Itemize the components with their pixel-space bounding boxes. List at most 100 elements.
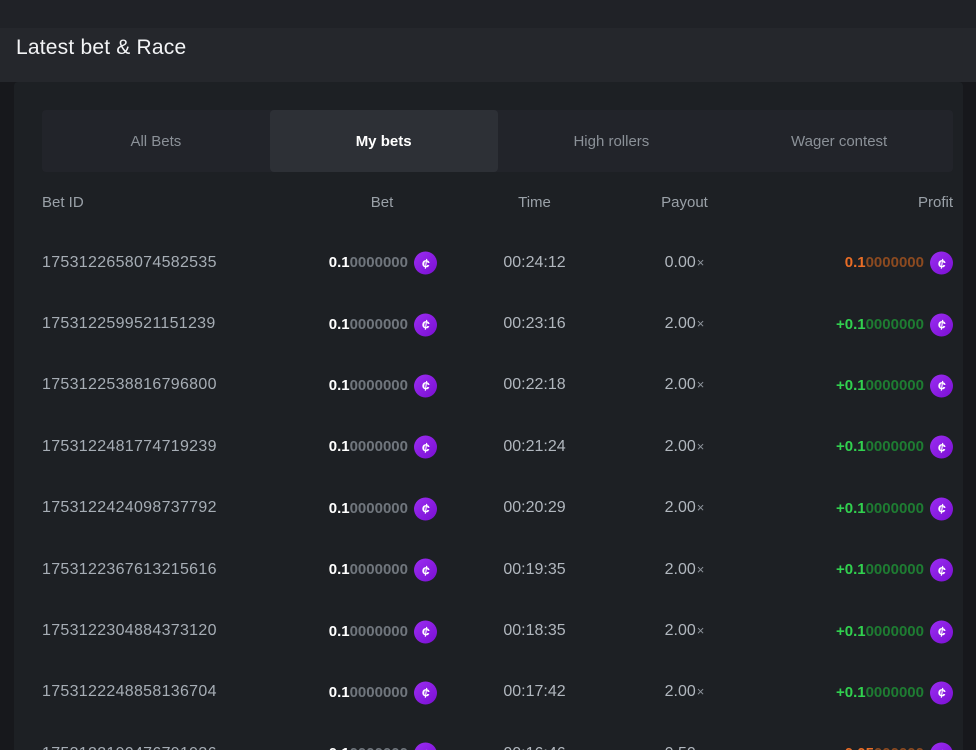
time-cell: 00:20:29: [437, 499, 632, 517]
coin-icon: ¢: [414, 374, 437, 398]
profit-cell: +0.1 0000000 ¢: [737, 620, 953, 644]
col-header-time: Time: [518, 193, 551, 211]
profit-cell: 0.1 0000000 ¢: [737, 251, 953, 275]
profit-dim: 0000000: [865, 315, 924, 333]
profit-cell: 0.05000000 ¢: [737, 742, 953, 750]
coin-icon: ¢: [930, 681, 953, 705]
bet-id-value: 1753122304884373120: [42, 622, 217, 640]
bets-tabbar: All Bets My bets High rollers Wager cont…: [42, 110, 953, 172]
bet-id-value: 1753122538816796800: [42, 376, 217, 394]
coin-icon: ¢: [930, 620, 953, 644]
bet-id-value: 1753122481774719239: [42, 437, 217, 455]
profit-bold: +0.1: [835, 438, 866, 456]
profit-bold: +0.1: [835, 315, 866, 333]
table-row: 1753122658074582535 0.1 0000000 ¢ 00:24:12 0.…: [42, 232, 953, 293]
profit-dim: 0000000: [865, 376, 924, 394]
multiplier-symbol: ×: [696, 377, 705, 393]
coin-icon: ¢: [930, 742, 953, 750]
profit-dim: 0000000: [865, 254, 924, 272]
profit-bold: 0.05: [845, 745, 874, 750]
coin-icon: ¢: [930, 313, 953, 337]
multiplier-symbol: ×: [696, 623, 705, 639]
bet-id-cell: 1753122599521151239: [42, 315, 327, 333]
payout-value: 2.00: [664, 622, 696, 640]
bet-amount-dim: 0000000: [349, 254, 408, 272]
payout-value: 0.50: [665, 745, 696, 750]
bet-id-cell: 1753122190476791936: [42, 745, 327, 750]
coin-icon: ¢: [930, 497, 953, 521]
coin-icon: ¢: [414, 620, 437, 644]
profit-dim: 000000: [874, 745, 924, 750]
profit-dim: 0000000: [865, 683, 924, 701]
time-cell: 00:22:18: [437, 376, 632, 394]
tab-my-bets[interactable]: My bets: [269, 110, 498, 172]
coin-icon: ¢: [414, 497, 437, 521]
col-header-payout: Payout: [661, 193, 708, 211]
profit-bold: 0.1: [844, 254, 866, 272]
bet-amount-bold: 0.1: [328, 376, 350, 394]
top-strip: [0, 0, 976, 28]
time-value: 00:17:42: [503, 683, 566, 701]
table-header: Bet ID Bet Time Payout Profit: [42, 172, 953, 232]
multiplier-symbol: ×: [696, 500, 705, 516]
bet-id-cell: 1753122538816796800: [42, 376, 327, 394]
payout-cell: 2.00×: [632, 622, 737, 640]
payout-cell: 2.00×: [632, 376, 737, 394]
bet-id-value: 1753122599521151239: [42, 315, 216, 333]
bet-amount-bold: 0.1: [328, 254, 350, 272]
payout-cell: 2.00×: [632, 499, 737, 517]
col-header-bet: Bet: [370, 193, 394, 211]
tab-all-bets[interactable]: All Bets: [130, 132, 182, 150]
payout-cell: 0.00×: [632, 254, 737, 272]
bet-id-value: 1753122658074582535: [42, 253, 217, 271]
time-value: 00:22:18: [503, 376, 566, 394]
tab-wager-contest[interactable]: Wager contest: [791, 132, 888, 150]
payout-cell: 2.00×: [632, 315, 737, 333]
bet-id-cell: 1753122424098737792: [42, 499, 327, 517]
coin-icon: ¢: [414, 681, 437, 705]
profit-bold: +0.1: [835, 561, 866, 579]
coin-icon: ¢: [414, 435, 437, 459]
bet-id-value: 1753122248858136704: [42, 683, 217, 701]
profit-bold: +0.1: [835, 499, 866, 517]
coin-icon: ¢: [930, 558, 953, 582]
col-header-profit: Profit: [917, 193, 953, 211]
profit-cell: +0.1 0000000 ¢: [737, 435, 953, 459]
profit-cell: +0.1 0000000 ¢: [737, 374, 953, 398]
profit-dim: 0000000: [865, 499, 924, 517]
time-cell: 00:18:35: [437, 622, 632, 640]
bet-amount-bold: 0.1: [329, 745, 350, 750]
coin-icon: ¢: [930, 251, 953, 275]
coin-icon: ¢: [414, 313, 437, 337]
time-cell: 00:19:35: [437, 561, 632, 579]
time-cell: 00:21:24: [437, 438, 632, 456]
bet-id-cell: 1753122481774719239: [42, 438, 327, 456]
multiplier-symbol: ×: [696, 316, 705, 332]
profit-dim: 0000000: [865, 622, 924, 640]
time-cell: 00:17:42: [437, 683, 632, 701]
bet-id-cell: 1753122248858136704: [42, 683, 327, 701]
profit-dim: 0000000: [865, 438, 924, 456]
bet-amount-bold: 0.1: [328, 438, 350, 456]
coin-icon: ¢: [930, 374, 953, 398]
table-row: 1753122367613215616 0.1 0000000 ¢ 00:19:35 2.…: [42, 539, 953, 600]
payout-value: 2.00: [664, 499, 696, 517]
coin-icon: ¢: [930, 435, 953, 459]
tab-high-rollers[interactable]: High rollers: [573, 132, 650, 150]
payout-value: 2.00: [664, 376, 696, 394]
payout-value: 0.00: [664, 253, 696, 271]
profit-bold: +0.1: [835, 376, 866, 394]
multiplier-symbol: ×: [696, 254, 705, 270]
bets-panel: All Bets My bets High rollers Wager cont…: [14, 82, 963, 750]
profit-cell: +0.1 0000000 ¢: [737, 681, 953, 705]
profit-cell: +0.1 0000000 ¢: [737, 497, 953, 521]
bet-id-cell: 1753122658074582535: [42, 254, 327, 272]
bet-amount-dim: 0000000: [349, 561, 408, 579]
time-cell: 00:23:16: [437, 315, 632, 333]
